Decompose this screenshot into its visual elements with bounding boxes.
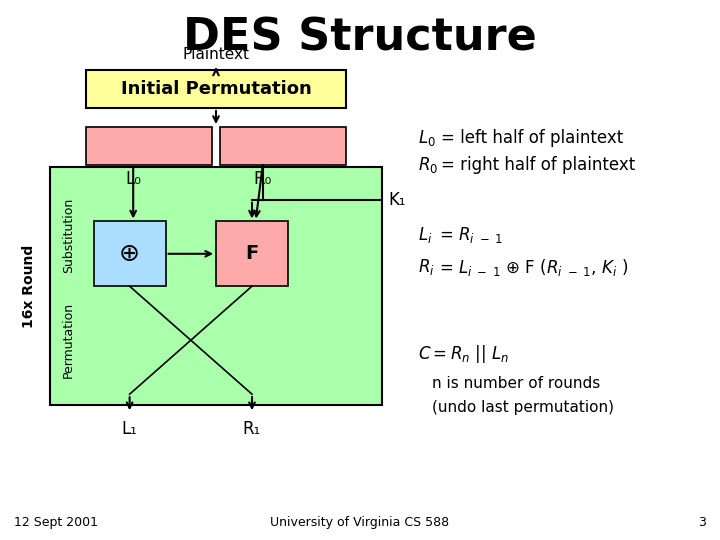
Text: Plaintext: Plaintext bbox=[182, 47, 250, 62]
Text: University of Virginia CS 588: University of Virginia CS 588 bbox=[271, 516, 449, 529]
Text: $R_i$: $R_i$ bbox=[418, 257, 434, 278]
Text: Initial Permutation: Initial Permutation bbox=[121, 80, 311, 98]
Text: = $L_{i\ -\ 1}$ $\oplus$ F ($R_{i\ -\ 1}$, $K_i$ ): = $L_{i\ -\ 1}$ $\oplus$ F ($R_{i\ -\ 1}… bbox=[439, 257, 629, 278]
Text: 12 Sept 2001: 12 Sept 2001 bbox=[14, 516, 99, 529]
FancyBboxPatch shape bbox=[86, 127, 212, 165]
Text: DES Structure: DES Structure bbox=[183, 16, 537, 59]
Text: 16x Round: 16x Round bbox=[22, 245, 36, 328]
FancyBboxPatch shape bbox=[50, 167, 382, 405]
Text: $C = R_n\ ||\ L_n$: $C = R_n\ ||\ L_n$ bbox=[418, 343, 509, 364]
Text: = right half of plaintext: = right half of plaintext bbox=[441, 156, 636, 174]
Text: Permutation: Permutation bbox=[62, 302, 75, 378]
Text: $L_i$: $L_i$ bbox=[418, 225, 432, 245]
Text: 3: 3 bbox=[698, 516, 706, 529]
Text: $L_0$: $L_0$ bbox=[418, 127, 436, 148]
Text: ⊕: ⊕ bbox=[119, 242, 140, 266]
Text: R₁: R₁ bbox=[243, 420, 261, 438]
Text: K₁: K₁ bbox=[389, 191, 406, 209]
Text: L₁: L₁ bbox=[122, 420, 138, 438]
Text: = $R_{i\ -\ 1}$: = $R_{i\ -\ 1}$ bbox=[439, 225, 503, 245]
Text: L₀: L₀ bbox=[125, 170, 141, 188]
Text: (undo last permutation): (undo last permutation) bbox=[432, 400, 614, 415]
Text: F: F bbox=[246, 244, 258, 264]
Text: $R_0$: $R_0$ bbox=[418, 154, 438, 175]
Text: n is number of rounds: n is number of rounds bbox=[432, 376, 600, 391]
Text: = left half of plaintext: = left half of plaintext bbox=[441, 129, 624, 147]
FancyBboxPatch shape bbox=[86, 70, 346, 108]
FancyBboxPatch shape bbox=[216, 221, 288, 286]
FancyBboxPatch shape bbox=[94, 221, 166, 286]
FancyBboxPatch shape bbox=[220, 127, 346, 165]
Text: R₀: R₀ bbox=[253, 170, 272, 188]
Text: Substitution: Substitution bbox=[62, 197, 75, 273]
